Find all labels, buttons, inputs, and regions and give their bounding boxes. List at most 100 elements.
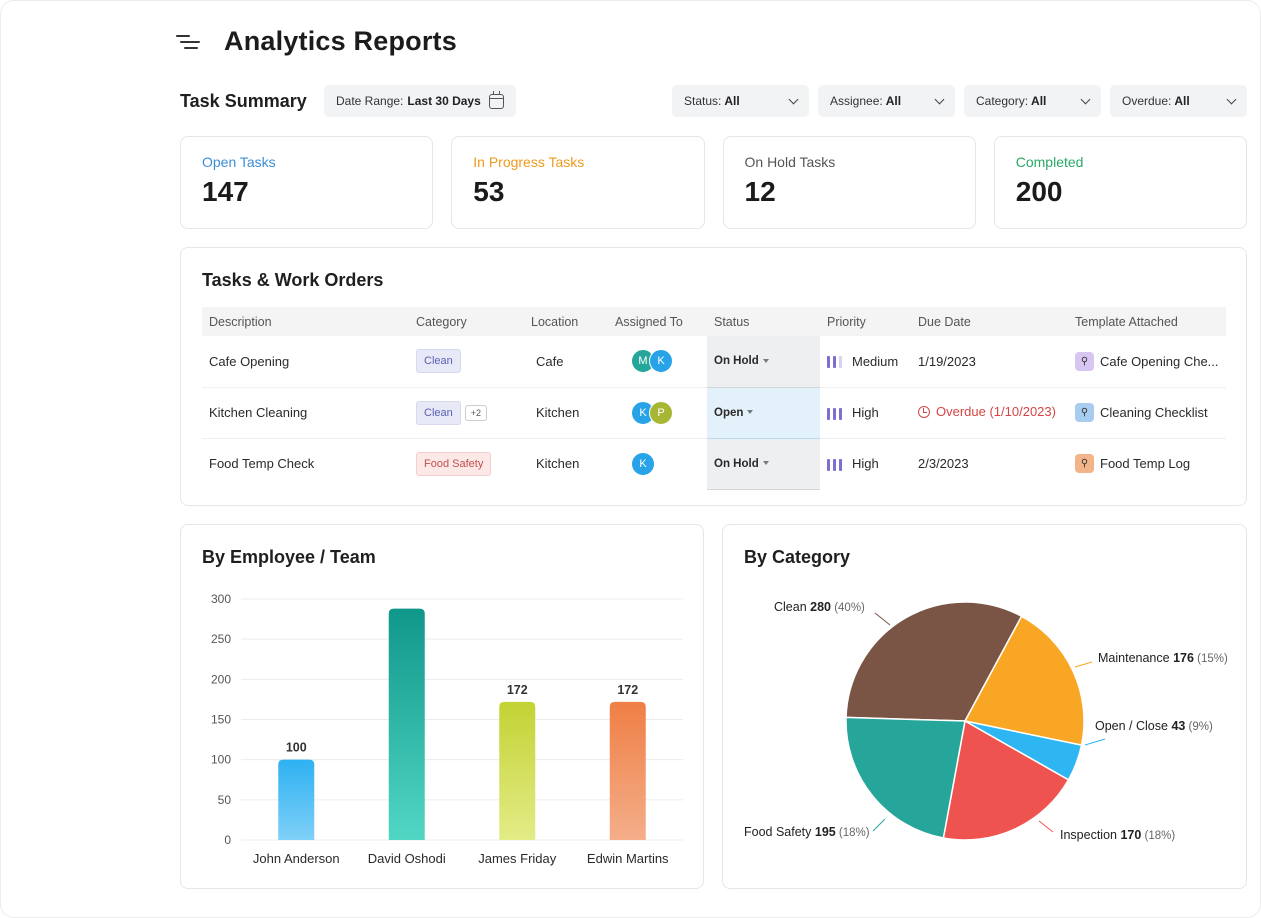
avatar[interactable]: P	[649, 400, 673, 425]
filter-label: Overdue:	[1122, 94, 1172, 108]
pie-slice[interactable]	[963, 615, 1085, 747]
y-tick-label: 50	[218, 793, 232, 807]
cell-assignees: M K	[608, 336, 707, 388]
column-header[interactable]: Status	[707, 307, 820, 336]
status-dropdown[interactable]: Open	[707, 387, 820, 439]
y-tick-label: 100	[211, 753, 231, 767]
cell-location: Kitchen	[536, 456, 580, 472]
status-dropdown[interactable]: On Hold	[707, 336, 820, 388]
leader-line	[1074, 661, 1093, 668]
checklist-icon: ⚲	[1075, 351, 1094, 371]
stat-value: 200	[1015, 176, 1063, 207]
table-row[interactable]: Food Temp Check Food Safety Kitchen K On…	[202, 438, 1226, 490]
pie-label: Maintenance 176 (15%)	[1098, 651, 1228, 665]
leader-line	[872, 818, 886, 832]
stat-value: 53	[473, 176, 505, 207]
stat-label: Open Tasks	[202, 154, 276, 170]
column-header[interactable]: Description	[202, 307, 409, 336]
stat-label: Completed	[1015, 154, 1084, 170]
bar[interactable]	[278, 759, 315, 840]
date-range-label: Date Range:	[336, 94, 404, 108]
pie-label: Clean 280 (40%)	[774, 600, 865, 614]
filter-value: All	[885, 94, 902, 108]
stat-label: In Progress Tasks	[473, 154, 585, 170]
priority-bars-icon	[827, 356, 842, 369]
stat-card-on-hold[interactable]: On Hold Tasks 12	[722, 136, 976, 229]
bar-value-label: 100	[286, 741, 307, 755]
column-header[interactable]: Priority	[820, 307, 911, 336]
status-filter[interactable]: Status: All	[672, 85, 809, 117]
due-date-text: Overdue (1/10/2023)	[936, 404, 1056, 420]
x-tick-label: Edwin Martins	[587, 851, 669, 866]
tasks-card: Tasks & Work Orders Description Category…	[180, 247, 1247, 506]
bar[interactable]	[609, 701, 646, 840]
filter-value: All	[724, 94, 740, 108]
avatar[interactable]: K	[649, 349, 673, 374]
y-tick-label: 250	[211, 632, 231, 646]
pie-slice[interactable]	[845, 601, 1023, 722]
category-tag[interactable]: Clean	[416, 349, 461, 374]
by-category-card: By Category Clean 280 (40%) Maintenance 1…	[722, 524, 1247, 889]
pie-slice[interactable]	[845, 716, 966, 839]
calendar-icon	[489, 90, 504, 109]
cell-location: Kitchen	[524, 387, 608, 439]
stat-card-open[interactable]: Open Tasks 147	[180, 136, 434, 229]
filter-label: Assignee:	[830, 94, 883, 108]
template-link[interactable]: ⚲ Food Temp Log	[1075, 454, 1190, 474]
cell-location: Cafe	[524, 336, 608, 388]
template-link[interactable]: ⚲ Cafe Opening Che...	[1075, 351, 1219, 371]
column-header[interactable]: Location	[524, 307, 608, 336]
pie-label: Inspection 170 (18%)	[1060, 828, 1175, 842]
stat-card-in-progress[interactable]: In Progress Tasks 53	[451, 136, 705, 229]
stat-value: 147	[202, 176, 249, 207]
column-header[interactable]: Due Date	[911, 307, 1068, 336]
cell-category: Food Safety	[409, 438, 524, 489]
overdue-filter[interactable]: Overdue: All	[1110, 85, 1247, 117]
chevron-down-icon	[788, 94, 799, 104]
chevron-down-icon	[1226, 94, 1237, 104]
stat-value: 12	[744, 176, 776, 207]
template-name: Cleaning Checklist	[1100, 405, 1208, 420]
pie-slice[interactable]	[942, 719, 1070, 841]
assignee-filter[interactable]: Assignee: All	[818, 85, 955, 117]
status-dropdown[interactable]: On Hold	[707, 438, 820, 490]
date-range-picker[interactable]: Date Range: Last 30 Days	[324, 85, 516, 117]
caret-down-icon	[762, 359, 769, 364]
cell-priority: High	[820, 387, 911, 439]
page-header: Analytics Reports	[176, 26, 457, 57]
bar[interactable]	[388, 608, 425, 840]
priority-value: Medium	[852, 353, 899, 369]
cell-assignees: K	[608, 438, 707, 489]
x-tick-label: James Friday	[478, 851, 557, 866]
priority-bars-icon	[827, 407, 842, 420]
avatar[interactable]: K	[631, 451, 655, 476]
stat-card-completed[interactable]: Completed 200	[993, 136, 1247, 229]
cell-due-date: Overdue (1/10/2023)	[911, 387, 1068, 439]
category-tag[interactable]: Food Safety	[416, 451, 492, 476]
table-row[interactable]: Kitchen Cleaning Clean +2 Kitchen K P Ope…	[202, 387, 1226, 439]
table-row[interactable]: Cafe Opening Clean Cafe M K On Hold Medi…	[202, 336, 1226, 388]
column-header[interactable]: Template Attached	[1068, 307, 1226, 336]
pie-label: Open / Close 43 (9%)	[1095, 719, 1213, 733]
chevron-down-icon	[934, 94, 945, 104]
date-range-value: Last 30 Days	[407, 94, 481, 108]
y-tick-label: 0	[224, 833, 231, 847]
menu-icon[interactable]	[176, 32, 200, 52]
category-pie-chart: Clean 280 (40%) Maintenance 176 (15%) Open…	[744, 600, 1228, 842]
column-header[interactable]: Assigned To	[608, 307, 707, 336]
category-tag[interactable]: Clean	[416, 400, 461, 425]
column-header[interactable]: Category	[409, 307, 524, 336]
priority-bars-icon	[827, 458, 842, 471]
cell-category: Clean	[409, 336, 524, 388]
more-categories-badge[interactable]: +2	[464, 404, 488, 421]
caret-down-icon	[762, 461, 769, 466]
filter-label: Category:	[976, 94, 1029, 108]
by-employee-card: By Employee / Team 0 50 100 150 200 250 300 100…	[180, 524, 704, 889]
template-link[interactable]: ⚲ Cleaning Checklist	[1075, 403, 1208, 422]
bar[interactable]	[499, 701, 536, 840]
cell-category: Clean +2	[409, 387, 524, 439]
stat-cards: Open Tasks 147 In Progress Tasks 53 On H…	[180, 136, 1247, 229]
checklist-icon: ⚲	[1075, 403, 1094, 422]
cell-due-date: 1/19/2023	[911, 336, 1068, 388]
category-filter[interactable]: Category: All	[964, 85, 1101, 117]
